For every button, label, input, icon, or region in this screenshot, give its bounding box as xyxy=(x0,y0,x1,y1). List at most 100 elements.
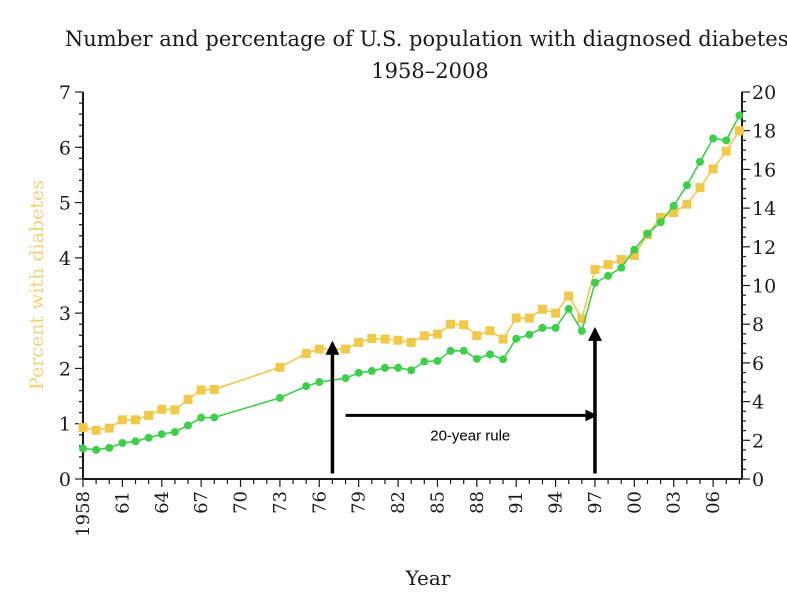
number-data-point xyxy=(420,357,429,366)
number-data-point xyxy=(275,393,284,402)
percent-data-point xyxy=(367,334,377,344)
percent-data-point xyxy=(695,183,705,193)
x-tick-label: 91 xyxy=(506,491,527,514)
number-data-point xyxy=(184,421,193,430)
percent-data-point xyxy=(91,425,101,435)
number-data-point xyxy=(380,363,389,372)
y-axis-left-label: Percent with diabetes xyxy=(26,180,48,390)
number-data-point xyxy=(131,437,140,446)
x-tick-label: 73 xyxy=(270,491,291,514)
number-data-point xyxy=(485,350,494,359)
x-tick-label: 00 xyxy=(624,491,645,514)
percent-data-point xyxy=(472,331,482,341)
percent-data-point xyxy=(708,164,718,174)
percent-data-point xyxy=(341,344,351,354)
x-tick-label: 64 xyxy=(152,491,173,514)
percent-data-point xyxy=(669,208,679,218)
y-left-tick-label: 0 xyxy=(59,469,71,491)
percent-data-point xyxy=(104,423,114,433)
y-left-tick-label: 7 xyxy=(59,82,71,104)
percent-data-point xyxy=(577,314,587,324)
percent-data-point xyxy=(170,405,180,415)
x-axis-label: Year xyxy=(405,566,451,590)
number-data-point xyxy=(735,111,744,120)
number-series-line xyxy=(82,115,741,451)
y-right-tick-label: 4 xyxy=(752,392,764,414)
percent-data-point xyxy=(446,319,456,329)
number-data-point xyxy=(551,323,560,332)
y-left-tick-label: 5 xyxy=(59,193,71,215)
number-data-point xyxy=(197,413,206,422)
chart-title: Number and percentage of U.S. population… xyxy=(65,27,787,51)
y-right-tick-label: 14 xyxy=(752,198,776,220)
x-tick-label: 67 xyxy=(191,491,212,514)
number-data-point xyxy=(354,368,363,377)
number-data-point xyxy=(315,378,324,387)
number-data-point xyxy=(604,271,613,280)
x-tick-label: 94 xyxy=(546,491,567,514)
number-data-point xyxy=(630,245,639,254)
percent-data-point xyxy=(511,313,521,323)
x-tick-label: 85 xyxy=(427,491,448,514)
percent-data-point xyxy=(406,337,416,347)
percent-data-point xyxy=(537,304,547,314)
y-right-tick-label: 8 xyxy=(752,314,764,336)
percent-data-point xyxy=(380,334,390,344)
number-data-point xyxy=(118,439,127,448)
y-right-tick-label: 10 xyxy=(752,276,776,298)
percent-data-point xyxy=(498,334,508,344)
number-data-point xyxy=(105,443,114,452)
percent-data-point xyxy=(616,255,626,265)
percent-data-point xyxy=(590,264,600,274)
percent-data-point xyxy=(721,146,731,156)
y-left-tick-label: 4 xyxy=(59,248,71,270)
number-data-point xyxy=(525,330,534,339)
y-axis-left-ticks: 0 1 2 3 4 5 6 7 xyxy=(59,82,83,491)
number-data-point xyxy=(643,229,652,238)
x-tick-label: 76 xyxy=(309,491,330,514)
number-data-point xyxy=(656,218,665,227)
percent-data-point xyxy=(157,404,167,414)
number-data-point xyxy=(695,157,704,166)
number-data-point xyxy=(722,136,731,145)
y-right-tick-label: 20 xyxy=(752,82,776,104)
number-data-point xyxy=(302,382,311,391)
number-data-point xyxy=(92,445,101,454)
percent-data-point xyxy=(131,415,141,425)
percent-data-point xyxy=(734,126,744,136)
annotation-layer: 20-year rule xyxy=(325,326,602,474)
x-tick-label: 70 xyxy=(231,491,252,514)
percent-data-point xyxy=(183,394,193,404)
percent-data-point xyxy=(209,384,219,394)
percent-series-line xyxy=(82,130,741,432)
series-layer xyxy=(78,111,744,454)
percent-data-point xyxy=(551,308,561,318)
number-data-point xyxy=(499,355,508,364)
x-tick-label: 06 xyxy=(703,491,724,514)
axes-group xyxy=(82,92,743,480)
percent-data-point xyxy=(144,410,154,420)
y-right-tick-label: 16 xyxy=(752,159,776,181)
x-tick-label: 03 xyxy=(664,491,685,514)
y-right-tick-label: 0 xyxy=(752,469,764,491)
x-tick-label: 79 xyxy=(349,491,370,514)
percent-data-point xyxy=(78,423,88,433)
y-axis-right-ticks: 0 2 4 6 8 10 12 14 16 18 20 xyxy=(742,82,776,491)
number-data-point xyxy=(407,366,416,375)
number-data-point xyxy=(446,346,455,355)
number-data-point xyxy=(682,181,691,190)
number-data-point xyxy=(367,367,376,376)
percent-data-point xyxy=(629,251,639,261)
y-right-tick-label: 12 xyxy=(752,237,776,259)
x-tick-label: 1958 xyxy=(73,491,94,537)
y-right-tick-label: 6 xyxy=(752,353,764,375)
number-data-point xyxy=(669,201,678,210)
y-left-tick-label: 1 xyxy=(59,414,71,436)
y-right-tick-label: 18 xyxy=(752,121,776,143)
number-data-point xyxy=(210,413,219,422)
number-data-point xyxy=(79,444,87,453)
number-data-point xyxy=(341,374,350,383)
number-data-point xyxy=(538,323,547,332)
